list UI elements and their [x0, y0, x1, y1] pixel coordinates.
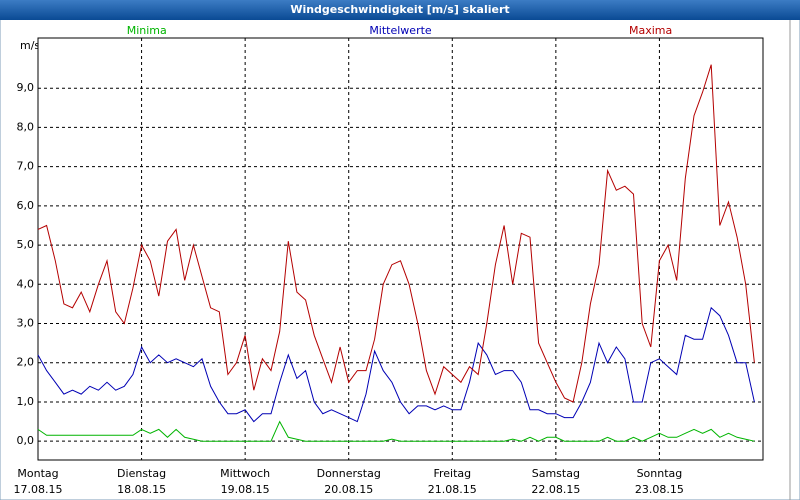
y-tick-label: 1,0	[17, 395, 35, 408]
plot-area	[37, 37, 764, 461]
x-tick-date: 23.08.15	[635, 483, 684, 496]
y-tick-label: 8,0	[17, 120, 35, 133]
y-tick-label: 2,0	[17, 356, 35, 369]
title-bar	[0, 0, 800, 20]
legend-label: Minima	[127, 24, 167, 37]
y-tick-label: 3,0	[17, 317, 35, 330]
x-tick-label: Montag	[17, 467, 58, 480]
x-tick-label: Freitag	[433, 467, 471, 480]
y-tick-label: 0,0	[17, 434, 35, 447]
series-line	[37, 306, 755, 423]
x-tick-label: Dienstag	[117, 467, 166, 480]
series-line	[37, 420, 755, 442]
x-tick-date: 19.08.15	[221, 483, 270, 496]
y-tick-label: 4,0	[17, 277, 35, 290]
y-axis-label: m/s	[20, 39, 40, 52]
y-tick-label: 5,0	[17, 238, 35, 251]
x-tick-date: 22.08.15	[531, 483, 580, 496]
series-line	[37, 64, 755, 403]
x-tick-date: 20.08.15	[324, 483, 373, 496]
y-tick-label: 9,0	[17, 81, 35, 94]
x-tick-date: 21.08.15	[428, 483, 477, 496]
x-tick-label: Donnerstag	[317, 467, 381, 480]
legend-label: Mittelwerte	[369, 24, 432, 37]
legend-label: Maxima	[629, 24, 672, 37]
x-tick-label: Samstag	[532, 467, 580, 480]
x-tick-date: 18.08.15	[117, 483, 166, 496]
x-tick-label: Mittwoch	[220, 467, 270, 480]
chart-title: Windgeschwindigkeit [m/s] skaliert	[290, 3, 509, 16]
y-tick-label: 6,0	[17, 199, 35, 212]
x-tick-date: 17.08.15	[14, 483, 63, 496]
y-tick-label: 7,0	[17, 160, 35, 173]
x-tick-label: Sonntag	[637, 467, 683, 480]
